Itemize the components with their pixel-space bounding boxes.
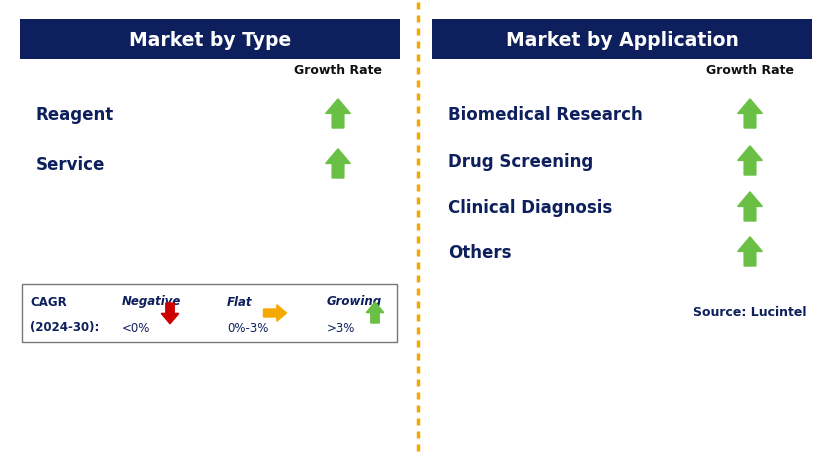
Text: <0%: <0% xyxy=(122,321,150,334)
Text: Drug Screening: Drug Screening xyxy=(447,153,593,171)
Polygon shape xyxy=(325,150,350,179)
Polygon shape xyxy=(737,192,762,222)
Text: Service: Service xyxy=(36,156,105,174)
Polygon shape xyxy=(325,100,350,129)
Text: Clinical Diagnosis: Clinical Diagnosis xyxy=(447,199,612,217)
Polygon shape xyxy=(737,146,762,176)
Text: Market by Application: Market by Application xyxy=(505,30,738,50)
Text: CAGR: CAGR xyxy=(30,295,67,308)
Text: Growth Rate: Growth Rate xyxy=(705,63,793,76)
Text: Biomedical Research: Biomedical Research xyxy=(447,106,642,124)
Text: 0%-3%: 0%-3% xyxy=(227,321,268,334)
FancyBboxPatch shape xyxy=(22,285,397,342)
Text: Reagent: Reagent xyxy=(36,106,114,124)
Text: >3%: >3% xyxy=(326,321,355,334)
FancyBboxPatch shape xyxy=(20,20,400,60)
Text: Flat: Flat xyxy=(227,295,253,308)
Text: Negative: Negative xyxy=(122,295,181,308)
Text: Source: Lucintel: Source: Lucintel xyxy=(692,305,806,318)
Text: Growth Rate: Growth Rate xyxy=(294,63,382,76)
Text: Others: Others xyxy=(447,243,511,262)
Text: Market by Type: Market by Type xyxy=(128,30,291,50)
Text: (2024-30):: (2024-30): xyxy=(30,321,99,334)
Polygon shape xyxy=(737,100,762,129)
FancyBboxPatch shape xyxy=(431,20,811,60)
Polygon shape xyxy=(737,237,762,266)
Text: Growing: Growing xyxy=(326,295,382,308)
Polygon shape xyxy=(161,303,179,324)
Polygon shape xyxy=(263,305,286,321)
Polygon shape xyxy=(366,302,383,323)
